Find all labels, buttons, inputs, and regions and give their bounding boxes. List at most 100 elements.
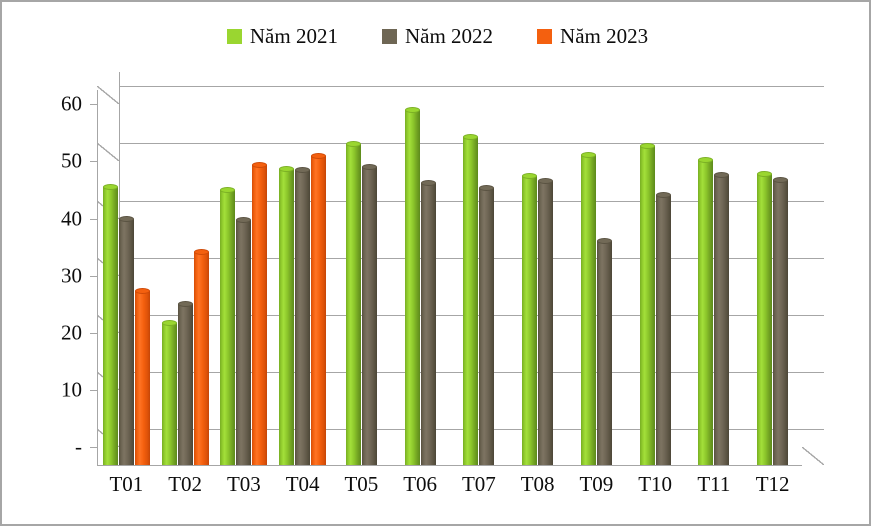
bar[interactable] [522, 172, 538, 465]
bar-top-cap [404, 106, 420, 113]
x-axis-tick-label: T01 [109, 472, 144, 496]
bar[interactable] [404, 106, 420, 465]
bar[interactable] [134, 288, 150, 465]
bar[interactable] [295, 167, 311, 465]
legend-swatch-icon [226, 29, 242, 44]
bar-body [177, 304, 193, 465]
legend-label: Năm 2023 [560, 24, 649, 48]
bar[interactable] [420, 180, 436, 465]
bar-body [295, 170, 311, 465]
bar[interactable] [773, 177, 789, 465]
x-axis-tick-label: T05 [344, 472, 379, 496]
bar-body [538, 180, 554, 465]
y-axis-tick-label: 10 [61, 377, 82, 402]
bar-body [134, 291, 150, 465]
bar[interactable] [463, 133, 479, 465]
bar-top-cap [361, 164, 377, 171]
bar[interactable] [236, 217, 252, 465]
bar-body [220, 189, 236, 465]
bar[interactable] [538, 177, 554, 465]
bar-body [311, 155, 327, 465]
bar[interactable] [252, 161, 268, 465]
bar-body [345, 144, 361, 465]
legend-entry[interactable]: Năm 2021 [226, 24, 338, 48]
y-axis-tick-label: 30 [61, 263, 82, 288]
bar-body [161, 322, 177, 465]
x-axis-tick-label: T02 [168, 472, 203, 496]
bar-body [655, 195, 671, 465]
bar[interactable] [361, 164, 377, 465]
y-axis-tick-label: 50 [61, 148, 82, 173]
bar[interactable] [220, 186, 236, 465]
bar[interactable] [102, 184, 118, 465]
bar-body [118, 218, 134, 465]
legend-swatch-icon [381, 29, 397, 44]
bar-top-cap [479, 184, 495, 191]
bar-top-cap [177, 301, 193, 308]
bar-top-cap [193, 248, 209, 255]
bar-body [639, 145, 655, 465]
y-axis-tick [90, 218, 97, 220]
bar-top-cap [698, 156, 714, 163]
bar-top-cap [420, 180, 436, 187]
legend-entry[interactable]: Năm 2023 [537, 26, 648, 47]
bar-body [757, 174, 773, 465]
y-axis-tick-label: - [75, 434, 82, 459]
bar-top-cap [655, 192, 671, 199]
bar[interactable] [161, 319, 177, 465]
x-axis-tick-label: T10 [638, 472, 673, 496]
bar-body [580, 155, 596, 465]
bar-top-cap [714, 171, 730, 178]
bar-top-cap [773, 177, 789, 184]
bar-top-cap [639, 142, 655, 149]
y-axis-tick [90, 447, 97, 448]
bar-top-cap [580, 152, 596, 159]
y-axis-tick [90, 389, 97, 391]
y-axis: - 10 20 30 40 50 60 [20, 90, 82, 465]
x-axis-line [97, 465, 802, 466]
bar[interactable] [311, 152, 327, 465]
x-axis-tick-label: T08 [520, 472, 555, 496]
bar[interactable] [655, 192, 671, 465]
bar-body [236, 220, 252, 465]
x-axis-tick-label: T09 [579, 472, 614, 496]
bar-body [420, 183, 436, 465]
y-axis-tick [90, 161, 97, 163]
bar-top-cap [220, 186, 236, 193]
bar[interactable] [596, 237, 612, 465]
x-axis: T01 T02 T03 T04 T05 T06 T07 T08 T09 T10 T11 T12 [97, 474, 824, 504]
bar-body [463, 136, 479, 465]
gridline [119, 86, 824, 88]
y-axis-tick-label: 40 [61, 206, 82, 231]
y-axis-tick [90, 104, 97, 106]
x-axis-tick-label: T07 [461, 472, 496, 496]
legend-swatch-icon [537, 29, 553, 44]
bar-series-group [97, 90, 824, 465]
bar-top-cap [252, 161, 268, 168]
bar-top-cap [757, 171, 773, 178]
bar[interactable] [118, 215, 134, 465]
bar-top-cap [134, 288, 150, 295]
legend-entry[interactable]: Năm 2022 [381, 26, 493, 47]
bar[interactable] [757, 171, 773, 465]
y-axis-tick [90, 275, 97, 277]
bar[interactable] [177, 301, 193, 465]
bar[interactable] [345, 141, 361, 465]
bar[interactable] [479, 184, 495, 465]
bar[interactable] [698, 156, 714, 465]
bar[interactable] [193, 248, 209, 465]
bar[interactable] [580, 152, 596, 465]
bar-top-cap [463, 133, 479, 140]
bar-top-cap [522, 172, 538, 179]
legend-label: Năm 2021 [249, 24, 338, 48]
bar[interactable] [714, 171, 730, 465]
bar-top-cap [236, 217, 252, 224]
bar-top-cap [161, 319, 177, 326]
bar-body [404, 109, 420, 465]
bar-body [361, 167, 377, 465]
bar[interactable] [279, 165, 295, 465]
chart-legend: Năm 2021 Năm 2022 Năm 2023 [2, 24, 869, 48]
bar[interactable] [639, 142, 655, 465]
x-axis-tick-label: T12 [755, 472, 790, 496]
